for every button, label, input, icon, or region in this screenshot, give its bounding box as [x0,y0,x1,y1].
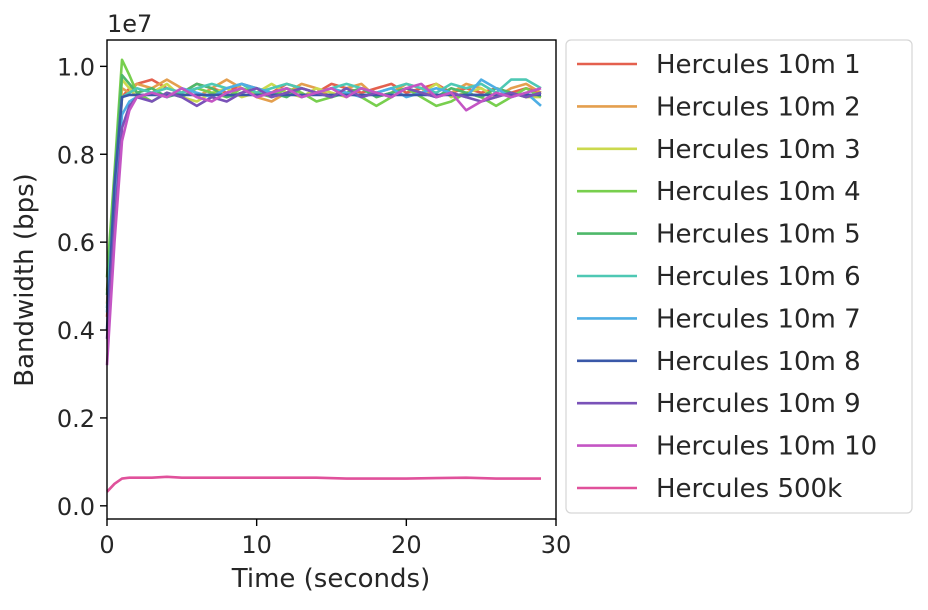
y-axis: 0.0 0.2 0.4 0.6 0.8 1.0 [57,53,107,521]
legend-item: Hercules 10m 3 [577,135,861,165]
legend-item: Hercules 10m 4 [577,177,861,207]
series-layer [105,58,542,493]
legend-label: Hercules 10m 6 [656,262,861,292]
legend-item: Hercules 10m 2 [577,92,861,122]
legend-item: Hercules 10m 10 [577,432,877,462]
series-line-5 [105,73,542,295]
x-tick-label: 10 [241,531,272,559]
legend-item: Hercules 10m 6 [577,262,861,292]
series-line-8 [105,93,541,331]
series-line-10 [105,82,542,366]
legend-item: Hercules 10m 8 [577,347,861,377]
series-line-3 [105,78,541,291]
x-tick-label: 0 [99,531,114,559]
y-tick-label: 0.0 [57,493,95,521]
legend: Hercules 10m 1 Hercules 10m 2 Hercules 10m… [565,39,913,514]
series-line-7 [105,78,542,313]
series-line-6 [105,78,542,309]
series-line-9 [105,87,542,339]
x-tick-label: 20 [391,531,422,559]
legend-label: Hercules 10m 7 [656,304,861,334]
legend-label: Hercules 500k [656,474,842,504]
legend-frame [565,39,913,514]
legend-item: Hercules 500k [577,474,842,504]
y-tick-label: 0.4 [57,317,95,345]
y-tick-label: 1.0 [57,53,95,81]
legend-item: Hercules 10m 7 [577,304,861,334]
legend-item: Hercules 10m 9 [577,389,861,419]
legend-label: Hercules 10m 5 [656,220,861,250]
legend-label: Hercules 10m 8 [656,347,861,377]
x-axis: 0 10 20 30 [99,519,571,559]
legend-label: Hercules 10m 10 [656,432,877,462]
legend-item: Hercules 10m 5 [577,220,861,250]
y-tick-label: 0.8 [57,141,95,169]
legend-label: Hercules 10m 2 [656,92,861,122]
legend-label: Hercules 10m 4 [656,177,861,207]
legend-label: Hercules 10m 9 [656,389,861,419]
legend-items: Hercules 10m 1 Hercules 10m 2 Hercules 10m… [577,50,877,504]
y-axis-label: Bandwidth (bps) [10,173,40,387]
x-tick-label: 30 [541,531,572,559]
plot-frame [106,39,557,520]
legend-label: Hercules 10m 3 [656,135,861,165]
legend-item: Hercules 10m 1 [577,50,861,80]
series-line-1 [105,78,542,317]
series-line-11 [106,475,541,493]
y-tick-label: 0.2 [57,405,95,433]
y-tick-label: 0.6 [57,229,95,257]
legend-label: Hercules 10m 1 [656,50,861,80]
series-line-2 [105,78,542,304]
y-axis-offset-label: 1e7 [107,10,152,38]
x-axis-label: Time (seconds) [231,564,430,594]
